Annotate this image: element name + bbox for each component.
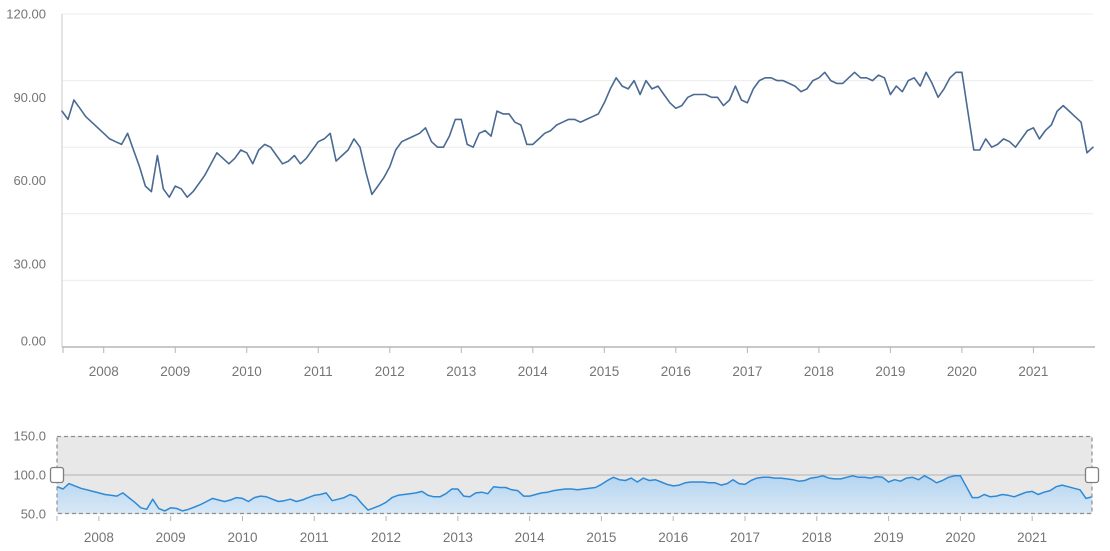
main-y-axis-label: 60.00	[13, 173, 46, 188]
main-y-axis-label: 0.00	[21, 334, 46, 349]
main-x-axis-year-label: 2018	[804, 364, 834, 379]
navigator-x-axis-year-label: 2009	[156, 530, 186, 545]
main-chart: 120.00 90.00 60.00 30.00 0.00 2008 2009 2010 201…	[6, 7, 1095, 379]
navigator-x-axis-year-label: 2018	[802, 530, 832, 545]
navigator-right-handle[interactable]	[1084, 466, 1100, 484]
main-x-axis-year-label: 2015	[589, 364, 619, 379]
main-x-axis-year-label: 2009	[160, 364, 190, 379]
navigator-y-axis-label: 150.0	[13, 429, 46, 444]
main-x-axis-year-label: 2011	[304, 364, 333, 379]
navigator-x-axis-year-label: 2020	[945, 530, 975, 545]
navigator-x-axis-year-label: 2011	[300, 530, 329, 545]
navigator-left-handle[interactable]	[49, 466, 65, 484]
main-x-axis-year-label: 2012	[375, 364, 405, 379]
main-x-axis-year-label: 2019	[875, 364, 905, 379]
main-x-axis-year-label: 2016	[661, 364, 691, 379]
main-y-axis-label: 30.00	[13, 256, 46, 271]
main-y-axis-label: 120.00	[6, 7, 46, 22]
navigator-x-axis-year-label: 2013	[443, 530, 473, 545]
main-y-axis-label: 90.00	[13, 90, 46, 105]
navigator-area-series	[57, 475, 1092, 514]
main-x-axis-year-label: 2021	[1018, 364, 1048, 379]
navigator-y-axis-label: 100.0	[13, 468, 46, 483]
main-x-axis-year-label: 2017	[732, 364, 762, 379]
price-line-series	[61, 71, 1094, 198]
navigator-x-axis-year-label: 2016	[658, 530, 688, 545]
navigator-line-series	[56, 475, 1093, 512]
navigator-x-axis-year-label: 2021	[1017, 530, 1047, 545]
main-x-axis-year-label: 2013	[446, 364, 476, 379]
navigator-x-axis-year-label: 2010	[227, 530, 257, 545]
navigator-x-axis-year-label: 2015	[586, 530, 616, 545]
main-plot-area[interactable]	[62, 14, 1093, 347]
navigator-x-axis-year-label: 2019	[874, 530, 904, 545]
navigator-y-axis-label: 50.0	[21, 507, 46, 522]
navigator-x-axis-year-label: 2008	[84, 530, 114, 545]
main-x-axis-year-label: 2010	[232, 364, 262, 379]
navigator: 150.0 100.0 50.0 2008 2009 2010 2011 2012 2013 20…	[13, 429, 1100, 545]
main-x-axis-year-label: 2008	[89, 364, 119, 379]
main-x-axis-year-label: 2020	[947, 364, 977, 379]
main-x-axis-year-label: 2014	[518, 364, 549, 379]
navigator-x-axis-year-label: 2012	[371, 530, 401, 545]
navigator-x-axis-year-label: 2014	[515, 530, 546, 545]
navigator-x-axis-year-label: 2017	[730, 530, 760, 545]
